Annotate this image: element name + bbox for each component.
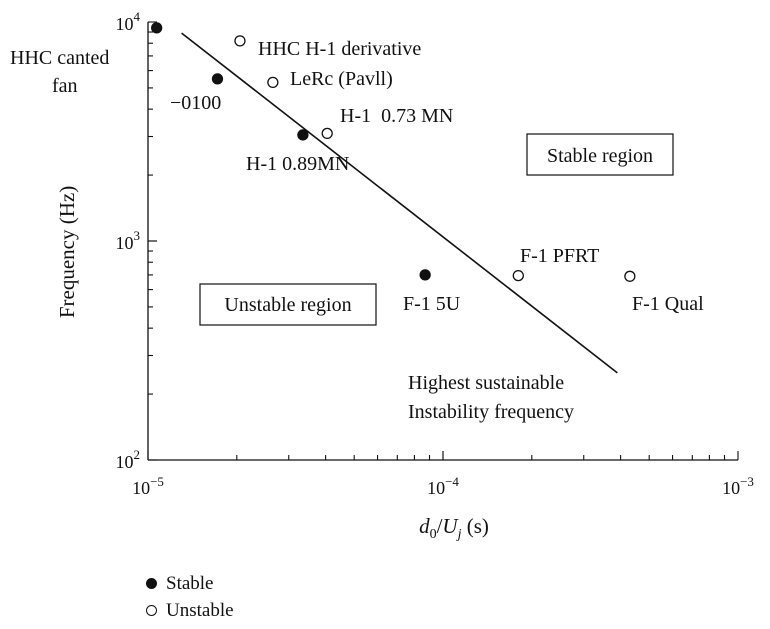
axis-ticks bbox=[147, 21, 739, 461]
point-label-f1-5u: F-1 5U bbox=[403, 293, 461, 315]
unstable-point-0 bbox=[234, 35, 246, 47]
unstable-point-2 bbox=[321, 127, 333, 140]
x-tick-label-2: 10−3 bbox=[722, 474, 754, 498]
filled-circle-icon bbox=[146, 578, 157, 589]
point-label-lerc-pavll: LeRc (Pavll) bbox=[290, 68, 393, 90]
x-axis-label-mid-sub: j bbox=[456, 527, 462, 542]
x-axis-label-tail: (s) bbox=[461, 514, 488, 538]
data-points bbox=[151, 22, 636, 282]
x-axis-label-base: d bbox=[419, 514, 430, 538]
legend: Stable Unstable bbox=[146, 570, 234, 624]
unstable-point-1 bbox=[267, 76, 279, 89]
x-tick-label-0: 10−5 bbox=[132, 474, 164, 498]
x-axis-label-mid: U bbox=[442, 514, 459, 538]
point-labels: HHC canted fan −0100 H-1 0.89MN F-1 5U H… bbox=[10, 38, 704, 315]
x-tick-label-1: 10−4 bbox=[427, 474, 459, 498]
region-label-stable: Stable region bbox=[526, 133, 674, 176]
point-label-f1-pfrt: F-1 PFRT bbox=[520, 245, 599, 267]
y-axis-label: Frequency (Hz) bbox=[55, 186, 79, 318]
point-label-hhc-canted-fan-line2: fan bbox=[52, 75, 78, 97]
point-label-hhc-canted-fan-line1: HHC canted bbox=[10, 47, 109, 69]
stable-point-2 bbox=[297, 129, 309, 141]
point-label-hhc-h1-derivative: HHC H-1 derivative bbox=[258, 38, 421, 60]
legend-label-unstable: Unstable bbox=[166, 599, 234, 621]
stable-point-3 bbox=[419, 269, 431, 281]
boundary-label-line1: Highest sustainable bbox=[408, 372, 564, 394]
stable-point-1 bbox=[211, 73, 224, 85]
point-label-0100: −0100 bbox=[170, 92, 221, 114]
legend-item-stable: Stable bbox=[146, 570, 234, 597]
x-axis-label-base-sub: 0 bbox=[430, 527, 437, 542]
tick-labels: 10−5 10−4 10−3 102 103 104 bbox=[116, 9, 754, 498]
point-label-f1-qual: F-1 Qual bbox=[632, 293, 704, 315]
x-axis-label-mid-slash: / bbox=[437, 514, 443, 538]
region-label-stable-text: Stable region bbox=[547, 145, 653, 167]
y-tick-label-2: 104 bbox=[116, 9, 141, 34]
plot-axes bbox=[147, 22, 738, 461]
stable-point-0 bbox=[151, 22, 163, 34]
point-label-h1-089mn: H-1 0.89MN bbox=[246, 153, 349, 175]
y-tick-label-1: 103 bbox=[116, 228, 141, 253]
y-tick-label-0: 102 bbox=[116, 447, 141, 472]
point-label-h1-073mn: H-1 0.73 MN bbox=[340, 105, 453, 127]
legend-item-unstable: Unstable bbox=[146, 597, 234, 624]
x-axis-label: d0/Uj (s) bbox=[419, 514, 489, 542]
hollow-circle-icon bbox=[146, 605, 157, 616]
boundary-line bbox=[181, 32, 618, 374]
unstable-point-4 bbox=[624, 270, 636, 282]
region-label-unstable: Unstable region bbox=[199, 283, 377, 326]
legend-label-stable: Stable bbox=[166, 572, 214, 594]
unstable-point-3 bbox=[512, 269, 524, 282]
region-label-unstable-text: Unstable region bbox=[224, 294, 351, 316]
boundary-label-line2: Instability frequency bbox=[408, 401, 574, 423]
